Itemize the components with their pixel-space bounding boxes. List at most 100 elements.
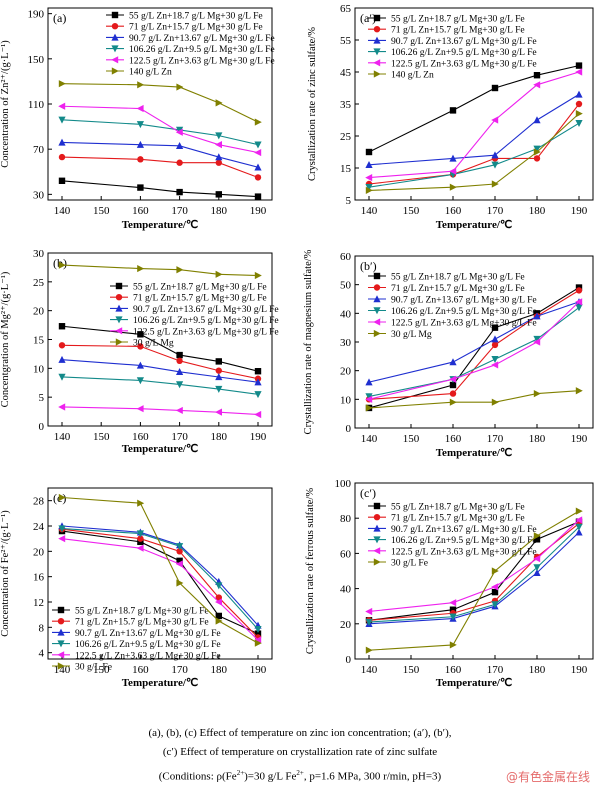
x-tick-label: 170 xyxy=(487,433,504,445)
legend-entry: 71 g/L Zn+15.7 g/L Mg+30 g/L Fe xyxy=(129,22,263,33)
legend-entry: 140 g/L Zn xyxy=(391,70,434,81)
y-tick-label: 80 xyxy=(340,513,352,525)
data-point xyxy=(365,174,373,182)
legend-marker xyxy=(57,651,65,659)
data-point xyxy=(136,530,144,538)
x-tick-label: 190 xyxy=(250,431,267,443)
data-point xyxy=(176,351,183,359)
data-point xyxy=(254,271,262,280)
data-point xyxy=(533,390,541,398)
data-point xyxy=(136,361,144,369)
x-tick-label: 160 xyxy=(132,664,149,676)
legend-entry: 106.26 g/L Zn+9.5 g/L Mg+30 g/L Fe xyxy=(129,44,275,55)
data-point xyxy=(254,368,262,375)
y-tick-label: 0 xyxy=(39,421,45,433)
y-tick-label: 30 xyxy=(33,189,45,201)
legend-marker xyxy=(373,307,381,315)
data-point xyxy=(365,148,373,156)
data-point xyxy=(533,564,541,572)
legend-entry: 71 g/L Zn+15.7 g/L Mg+30 g/L Fe xyxy=(391,513,525,524)
data-point xyxy=(254,626,262,634)
y-tick-label: 45 xyxy=(340,67,352,79)
y-axis-label: Crystallization rate of zinc sulfate/% xyxy=(307,27,318,181)
legend-entry: 122.5 g/L Zn+3.63 g/L Mg+30 g/L Fe xyxy=(133,326,279,337)
x-tick-label: 190 xyxy=(571,205,588,217)
data-point xyxy=(449,390,457,397)
y-tick-label: 25 xyxy=(340,131,352,143)
x-axis-label: Temperature/℃ xyxy=(122,677,199,689)
y-tick-label: 100 xyxy=(335,478,352,490)
data-point xyxy=(175,128,183,136)
data-point xyxy=(176,367,184,375)
data-point xyxy=(365,404,373,412)
legend-entry: 90.7 g/L Zn+13.67 g/L Mg+30 g/L Fe xyxy=(75,628,221,639)
data-point xyxy=(533,312,541,320)
legend-entry: 122.5 g/L Zn+3.63 g/L Mg+30 g/L Fe xyxy=(129,55,275,66)
legend-marker xyxy=(57,628,65,636)
legend-entry: 122.5 g/L Zn+3.63 g/L Mg+30 g/L Fe xyxy=(391,318,537,329)
legend-marker xyxy=(373,70,381,78)
panel-label: (c′) xyxy=(360,486,376,500)
y-axis-label: Crystallization rate of magnesium sulfat… xyxy=(303,249,314,434)
data-point xyxy=(575,68,583,76)
legend-entry: 71 g/L Zn+15.7 g/L Mg+30 g/L Fe xyxy=(391,25,525,36)
x-tick-label: 160 xyxy=(445,205,462,217)
x-tick-label: 160 xyxy=(132,431,149,443)
data-point xyxy=(58,116,66,124)
data-point xyxy=(58,525,66,533)
legend-marker xyxy=(111,23,119,30)
x-tick-label: 170 xyxy=(487,664,504,676)
data-point xyxy=(254,148,262,157)
data-point xyxy=(58,535,66,543)
legend-entry: 55 g/L Zn+18.7 g/L Mg+30 g/L Fe xyxy=(133,282,267,293)
data-point xyxy=(137,156,144,163)
data-point xyxy=(533,81,541,89)
legend-marker xyxy=(57,662,65,670)
x-tick-label: 150 xyxy=(93,205,110,217)
data-point xyxy=(575,523,583,531)
data-point xyxy=(365,378,373,386)
data-point xyxy=(449,381,457,389)
data-point xyxy=(575,528,583,536)
legend-marker xyxy=(373,26,381,33)
data-point xyxy=(215,408,222,416)
panel-label: (a) xyxy=(53,11,66,25)
x-tick-label: 180 xyxy=(529,664,546,676)
data-point xyxy=(215,612,222,620)
data-point xyxy=(136,121,144,129)
data-point xyxy=(176,83,184,91)
data-point xyxy=(533,555,541,563)
legend-entry: 106.26 g/L Zn+9.5 g/L Mg+30 g/L Fe xyxy=(133,315,279,326)
data-point xyxy=(176,266,184,274)
y-tick-label: 5 xyxy=(39,392,45,404)
plot-frame xyxy=(354,482,594,660)
legend-marker xyxy=(115,294,123,301)
legend-entry: 55 g/L Zn+18.7 g/L Mg+30 g/L Fe xyxy=(75,606,209,617)
legend-marker xyxy=(115,327,123,335)
data-point xyxy=(449,599,457,607)
data-point xyxy=(449,606,457,613)
data-point xyxy=(215,99,223,107)
series-line xyxy=(368,122,580,188)
data-point xyxy=(575,62,583,69)
data-point xyxy=(137,331,144,338)
caption-line-3: (Conditions: ρ(Fe2+)=30 g/L Fe2+, p=1.6 … xyxy=(158,769,442,783)
y-tick-label: 20 xyxy=(340,366,352,378)
legend-marker xyxy=(111,11,119,19)
y-tick-label: 0 xyxy=(346,423,352,435)
x-tick-label: 180 xyxy=(529,433,546,445)
x-tick-label: 160 xyxy=(445,433,462,445)
y-tick-label: 5 xyxy=(346,195,352,207)
data-point xyxy=(58,261,66,269)
legend-marker xyxy=(57,606,65,614)
series-line xyxy=(61,264,259,277)
y-tick-label: 24 xyxy=(33,521,45,533)
chart-a: 140 150 160 170 180 190 30 70 110 150 190 Temperatu… xyxy=(0,7,275,231)
legend-marker xyxy=(111,33,119,41)
legend-entry: 30 g/L Mg xyxy=(133,338,174,349)
data-point xyxy=(254,639,262,647)
y-tick-label: 10 xyxy=(33,363,45,375)
data-point xyxy=(137,264,145,273)
legend-marker xyxy=(373,558,381,566)
data-point xyxy=(215,132,223,140)
